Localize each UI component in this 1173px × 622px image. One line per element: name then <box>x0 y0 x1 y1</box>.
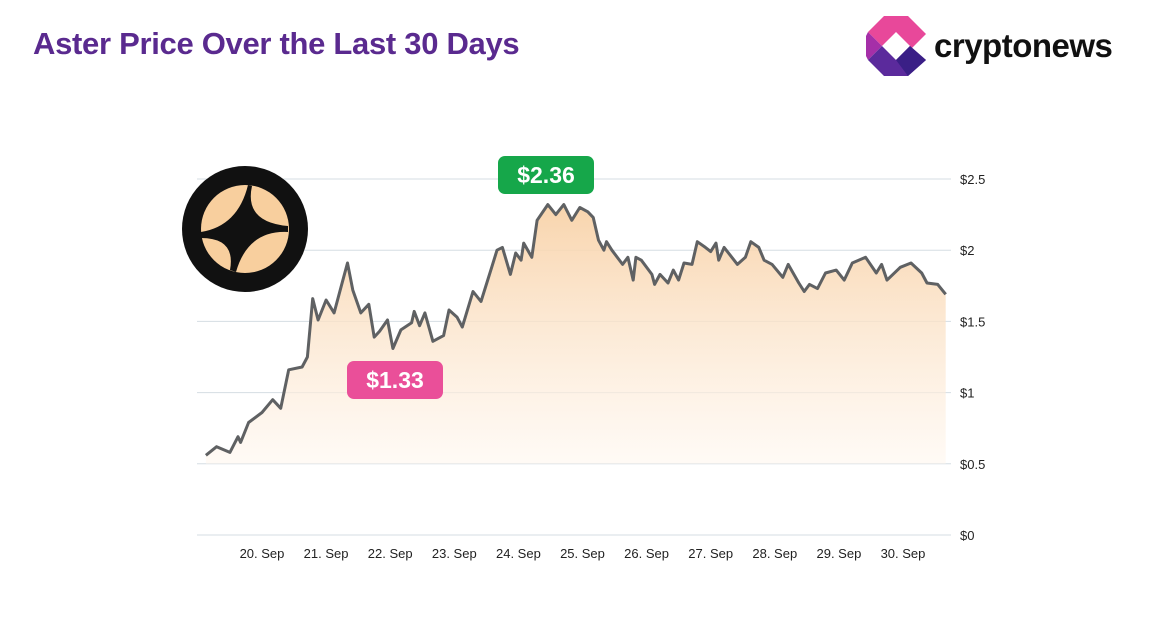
y-axis: $0 $0.5 $1 $1.5 $2 $2.5 <box>960 172 985 543</box>
y-tick-label: $0.5 <box>960 457 985 472</box>
low-price-badge: $1.33 <box>347 361 443 399</box>
x-tick-label: 24. Sep <box>496 546 541 561</box>
x-tick-label: 20. Sep <box>240 546 285 561</box>
aster-logo <box>182 166 308 292</box>
price-line <box>204 203 947 457</box>
x-tick-label: 26. Sep <box>624 546 669 561</box>
cryptonews-logo-icon <box>866 16 926 76</box>
y-tick-label: $2.5 <box>960 172 985 187</box>
x-tick-label: 28. Sep <box>752 546 797 561</box>
x-tick-label: 21. Sep <box>304 546 349 561</box>
y-tick-label: $1 <box>960 386 974 401</box>
x-tick-label: 27. Sep <box>688 546 733 561</box>
x-tick-label: 30. Sep <box>881 546 926 561</box>
cryptonews-wordmark: cryptonews <box>934 27 1113 64</box>
x-tick-label: 22. Sep <box>368 546 413 561</box>
aster-star-icon <box>201 185 288 272</box>
y-tick-label: $0 <box>960 528 974 543</box>
x-tick-label: 25. Sep <box>560 546 605 561</box>
chart-title: Aster Price Over the Last 30 Days <box>33 26 520 61</box>
y-tick-label: $2 <box>960 243 974 258</box>
x-tick-label: 23. Sep <box>432 546 477 561</box>
cryptonews-logo: cryptonews <box>866 16 1113 76</box>
price-area <box>205 204 946 464</box>
high-price-badge: $2.36 <box>498 156 594 194</box>
y-tick-label: $1.5 <box>960 314 985 329</box>
x-axis: 20. Sep 21. Sep 22. Sep 23. Sep 24. Sep 25. S… <box>240 546 926 561</box>
x-tick-label: 29. Sep <box>816 546 861 561</box>
